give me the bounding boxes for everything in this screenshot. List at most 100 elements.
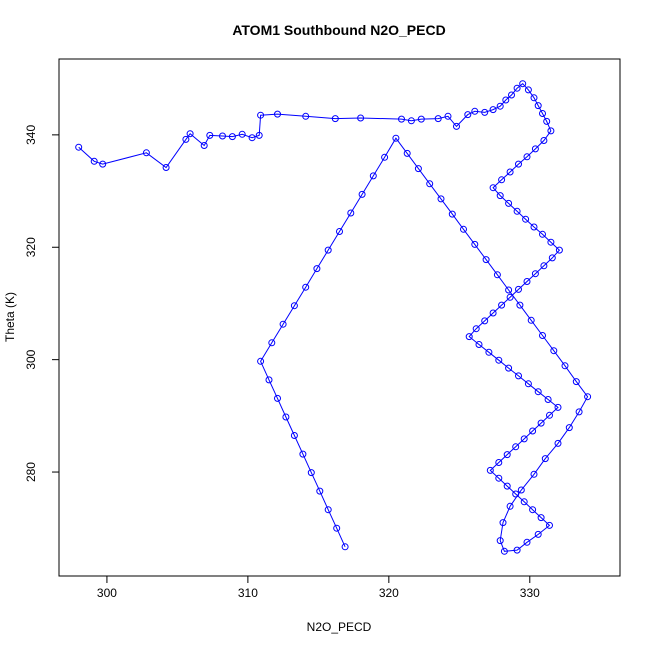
data-point: [341, 543, 349, 551]
data-point: [313, 265, 321, 273]
x-tick-label: 330: [520, 586, 540, 600]
data-point: [398, 115, 405, 123]
data-point: [302, 283, 310, 291]
chart-title: ATOM1 Southbound N2O_PECD: [232, 22, 445, 38]
data-point: [508, 91, 515, 99]
y-tick-label: 340: [24, 125, 38, 145]
data-point: [331, 115, 339, 123]
x-tick-label: 300: [97, 586, 117, 600]
data-point: [414, 165, 422, 173]
data-point: [407, 117, 415, 125]
data-point: [274, 110, 281, 118]
y-tick-label: 280: [24, 462, 38, 482]
data-point: [540, 137, 548, 144]
x-tick-label: 320: [379, 586, 399, 600]
data-point: [268, 339, 276, 347]
data-point: [531, 145, 539, 153]
data-point: [561, 362, 569, 370]
data-point: [219, 132, 226, 140]
data-point: [316, 487, 324, 495]
data-point: [485, 348, 493, 356]
data-point: [515, 160, 522, 168]
data-point: [505, 199, 513, 207]
data-point: [517, 486, 525, 494]
data-point: [481, 108, 489, 116]
data-point: [534, 388, 542, 396]
data-point: [503, 451, 511, 459]
data-point: [496, 537, 504, 545]
data-point: [495, 356, 503, 364]
data-point: [522, 215, 530, 223]
data-point: [471, 107, 479, 115]
data-point: [506, 502, 514, 510]
data-point: [162, 164, 170, 171]
data-point: [505, 364, 513, 372]
data-point: [357, 114, 365, 122]
data-point: [434, 115, 442, 123]
data-point: [512, 490, 520, 498]
plot-frame: [58, 58, 621, 577]
data-point: [324, 506, 332, 514]
y-tick-label: 320: [24, 237, 38, 257]
data-point: [257, 357, 265, 365]
data-point: [498, 176, 506, 184]
data-point: [238, 130, 246, 138]
data-point: [302, 112, 310, 120]
data-point: [496, 102, 504, 110]
data-point: [527, 316, 535, 324]
data-point: [530, 223, 538, 231]
data-point: [248, 134, 256, 142]
data-point: [523, 538, 531, 546]
y-axis: 280 300 320 340: [24, 125, 59, 482]
data-point: [572, 378, 580, 386]
data-point: [519, 80, 527, 88]
data-point: [489, 106, 497, 114]
data-point: [555, 246, 563, 254]
data-point: [512, 443, 520, 451]
data-point: [324, 246, 332, 254]
data-point: [444, 112, 452, 120]
data-point: [505, 286, 513, 294]
data-point: [550, 347, 558, 355]
data-point: [513, 546, 521, 554]
data-point: [448, 210, 456, 218]
data-point: [358, 190, 366, 198]
data-point: [524, 380, 532, 388]
data-point: [403, 149, 411, 157]
data-point: [529, 506, 537, 514]
data-point: [513, 84, 521, 92]
data-point: [530, 94, 538, 102]
data-point: [584, 393, 592, 401]
data-point: [530, 470, 538, 478]
data-point: [524, 86, 532, 94]
data-point: [544, 396, 552, 403]
x-tick-label: 310: [238, 586, 258, 600]
data-point: [369, 172, 377, 180]
data-point: [546, 411, 553, 419]
data-point: [336, 228, 343, 235]
data-point: [333, 524, 341, 532]
data-point: [537, 419, 545, 427]
data-point: [472, 325, 480, 333]
data-point: [539, 110, 546, 117]
data-point: [417, 115, 425, 123]
data-point: [531, 270, 539, 278]
data-point: [554, 403, 562, 411]
data-point: [523, 278, 531, 285]
data-point: [75, 143, 83, 151]
data-point: [515, 285, 522, 293]
data-point: [534, 530, 542, 538]
data-point: [465, 333, 473, 341]
data-point: [495, 474, 503, 482]
data-point: [228, 133, 236, 141]
data-point: [498, 301, 506, 309]
data-point: [543, 117, 551, 125]
data-point: [381, 153, 389, 161]
data-point: [495, 459, 503, 466]
data-point: [540, 262, 548, 270]
data-point: [206, 131, 214, 139]
data-point: [515, 372, 522, 380]
data-point: [99, 160, 107, 168]
data-point: [307, 469, 315, 477]
